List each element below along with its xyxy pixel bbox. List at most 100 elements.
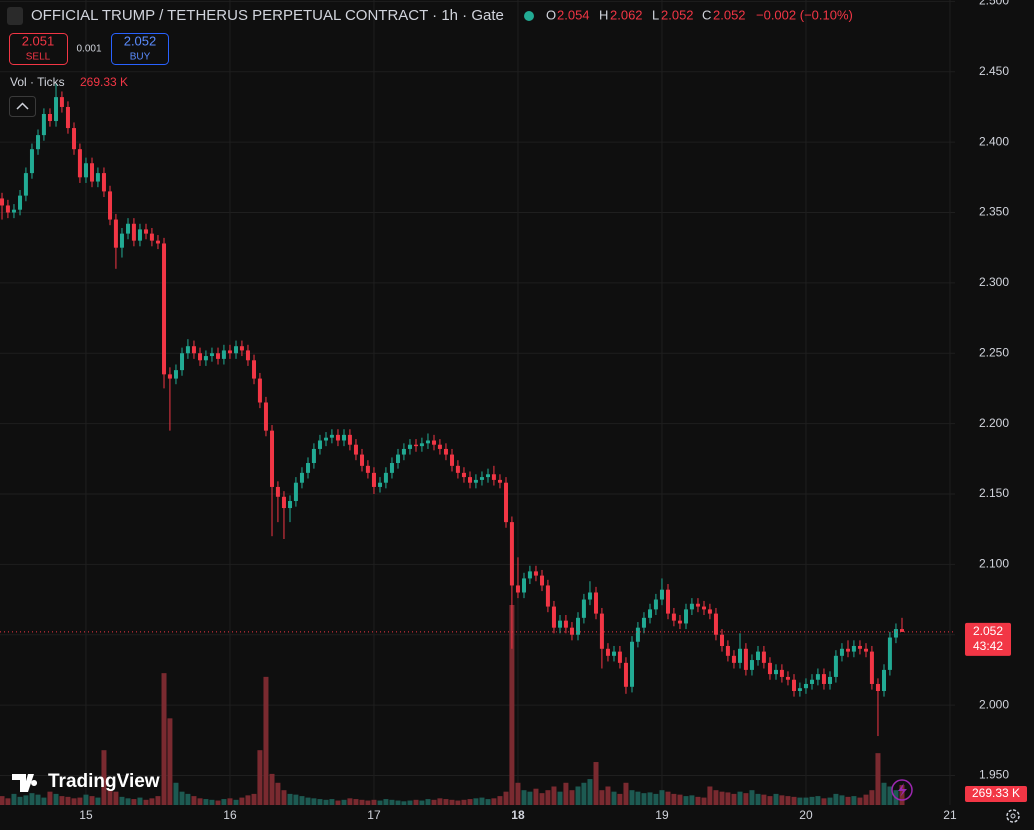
volume-bar <box>239 797 245 805</box>
volume-bar <box>125 798 131 805</box>
volume-bar <box>449 799 455 805</box>
volume-bar <box>71 798 77 805</box>
volume-bar <box>593 762 599 805</box>
candle-body <box>407 444 412 449</box>
candle-body <box>65 106 70 129</box>
volume-bar <box>173 782 179 805</box>
candle-body <box>383 472 388 483</box>
buy-price: 2.052 <box>124 33 157 48</box>
candle-body <box>749 660 754 670</box>
buy-button[interactable] <box>111 33 169 65</box>
volume-bar <box>821 798 827 805</box>
price-axis <box>955 0 1034 830</box>
volume-bar <box>851 796 857 805</box>
volume-bar <box>179 791 185 805</box>
candle-body <box>47 113 52 122</box>
candle-body <box>527 571 532 579</box>
volume-bar <box>137 797 143 805</box>
volume-bar <box>335 800 341 805</box>
candle-body <box>347 434 352 445</box>
candle-body <box>275 486 280 497</box>
volume-bar <box>443 799 449 805</box>
candle-body <box>191 346 196 354</box>
volume-bar <box>299 796 305 805</box>
volume-bar <box>29 793 35 805</box>
countdown-label: 43:42 <box>973 639 1003 653</box>
volume-legend: Vol · Ticks <box>10 75 65 89</box>
volume-bar <box>515 782 521 805</box>
volume-bar <box>353 799 359 805</box>
candle-body <box>450 454 455 466</box>
volume-bar <box>857 797 863 805</box>
candle-body <box>774 669 779 675</box>
volume-bar <box>233 799 239 805</box>
last-price-label: 2.052 <box>973 624 1003 638</box>
candle-body <box>761 651 766 663</box>
y-tick-label: 2.500 <box>979 0 1009 8</box>
volume-bar <box>533 788 539 805</box>
volume-bar <box>107 790 113 805</box>
candle-body <box>563 620 568 628</box>
candle-body <box>785 676 790 680</box>
last-price-box <box>965 622 1011 656</box>
volume-bar <box>155 796 161 805</box>
candle-body <box>360 454 365 466</box>
candle-body <box>252 360 257 379</box>
x-tick-label: 16 <box>223 808 237 822</box>
candle-body <box>245 350 250 361</box>
candle-body <box>311 448 316 464</box>
y-tick-label: 2.100 <box>979 557 1009 571</box>
candle-body <box>149 233 154 241</box>
volume-bar <box>455 800 461 805</box>
settings-icon-center <box>1010 813 1016 819</box>
candle-body <box>893 629 898 638</box>
settings-icon[interactable] <box>1006 809 1020 823</box>
candle-body <box>329 434 334 438</box>
y-tick-label: 2.300 <box>979 275 1009 289</box>
volume-bar <box>551 786 557 805</box>
collapse-button[interactable] <box>9 96 36 117</box>
volume-bar <box>575 786 581 805</box>
candle-body <box>324 437 329 441</box>
logo-icon <box>12 774 38 792</box>
candle-body <box>695 603 700 607</box>
candle-body <box>851 645 856 652</box>
y-tick-label: 2.350 <box>979 205 1009 219</box>
candle-body <box>702 606 707 610</box>
volume-bar <box>689 795 695 805</box>
logo-text[interactable]: TradingView <box>48 771 160 792</box>
volume-bar <box>635 791 641 805</box>
candle-body <box>756 651 761 661</box>
candle-body <box>743 648 748 670</box>
volume-bar <box>845 796 851 805</box>
volume-bar <box>251 793 257 805</box>
candle-body <box>119 233 124 248</box>
volume-bar <box>653 793 659 805</box>
buy-label: BUY <box>130 52 151 63</box>
volume-bar <box>227 798 233 805</box>
candle-body <box>504 482 509 523</box>
candle-body <box>707 609 712 614</box>
candle-body <box>882 669 887 692</box>
volume-bar <box>641 793 647 805</box>
candle-body <box>0 198 5 206</box>
candle-body <box>419 443 424 447</box>
candle-body <box>641 617 646 628</box>
candle-body <box>203 356 208 361</box>
volume-bar <box>695 796 701 805</box>
candle-body <box>533 571 538 576</box>
symbol-title[interactable]: OFFICIAL TRUMP / TETHERUS PERPETUAL CONT… <box>31 7 504 24</box>
volume-bar <box>341 799 347 805</box>
volume-bar <box>407 800 413 805</box>
sell-button[interactable] <box>9 33 68 65</box>
volume-value-label: 269.33 K <box>972 786 1020 800</box>
candle-body <box>551 606 556 628</box>
alert-icon[interactable] <box>891 779 913 801</box>
volume-bar <box>659 790 665 805</box>
volume-bar <box>671 793 677 805</box>
candle-body <box>414 444 419 447</box>
volume-bar <box>191 796 197 805</box>
volume-bar <box>167 718 173 805</box>
